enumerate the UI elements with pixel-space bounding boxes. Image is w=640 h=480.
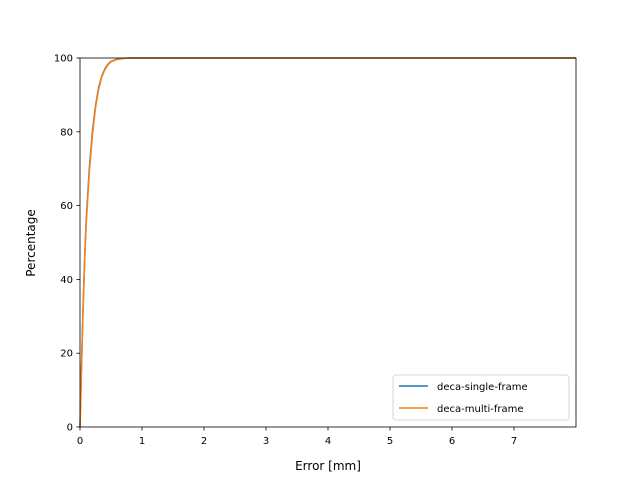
y-tick-label: 80: [60, 127, 73, 138]
x-axis-ticks: 0 1 2 3 4 5 6 7: [77, 427, 517, 447]
legend: deca-single-frame deca-multi-frame: [392, 374, 570, 421]
y-tick-label: 20: [60, 349, 73, 360]
legend-frame: [392, 374, 570, 421]
x-tick-label: 1: [139, 436, 145, 447]
x-tick-label: 7: [511, 436, 517, 447]
y-tick-label: 100: [54, 54, 73, 65]
y-tick-label: 40: [60, 275, 73, 286]
y-axis-label: Percentage: [24, 209, 38, 277]
y-tick-label: 60: [60, 201, 73, 212]
x-axis-label: Error [mm]: [295, 459, 361, 473]
legend-label-multi-frame: deca-multi-frame: [437, 404, 524, 415]
x-tick-label: 3: [263, 436, 269, 447]
x-tick-label: 5: [387, 436, 393, 447]
x-tick-label: 0: [77, 436, 83, 447]
x-tick-label: 6: [449, 436, 455, 447]
plot-background: [80, 58, 576, 427]
legend-label-single-frame: deca-single-frame: [437, 382, 528, 393]
y-tick-label: 0: [67, 423, 73, 434]
x-tick-label: 4: [325, 436, 331, 447]
y-axis-ticks: 0 20 40 60 80 100: [54, 54, 80, 434]
x-tick-label: 2: [201, 436, 207, 447]
